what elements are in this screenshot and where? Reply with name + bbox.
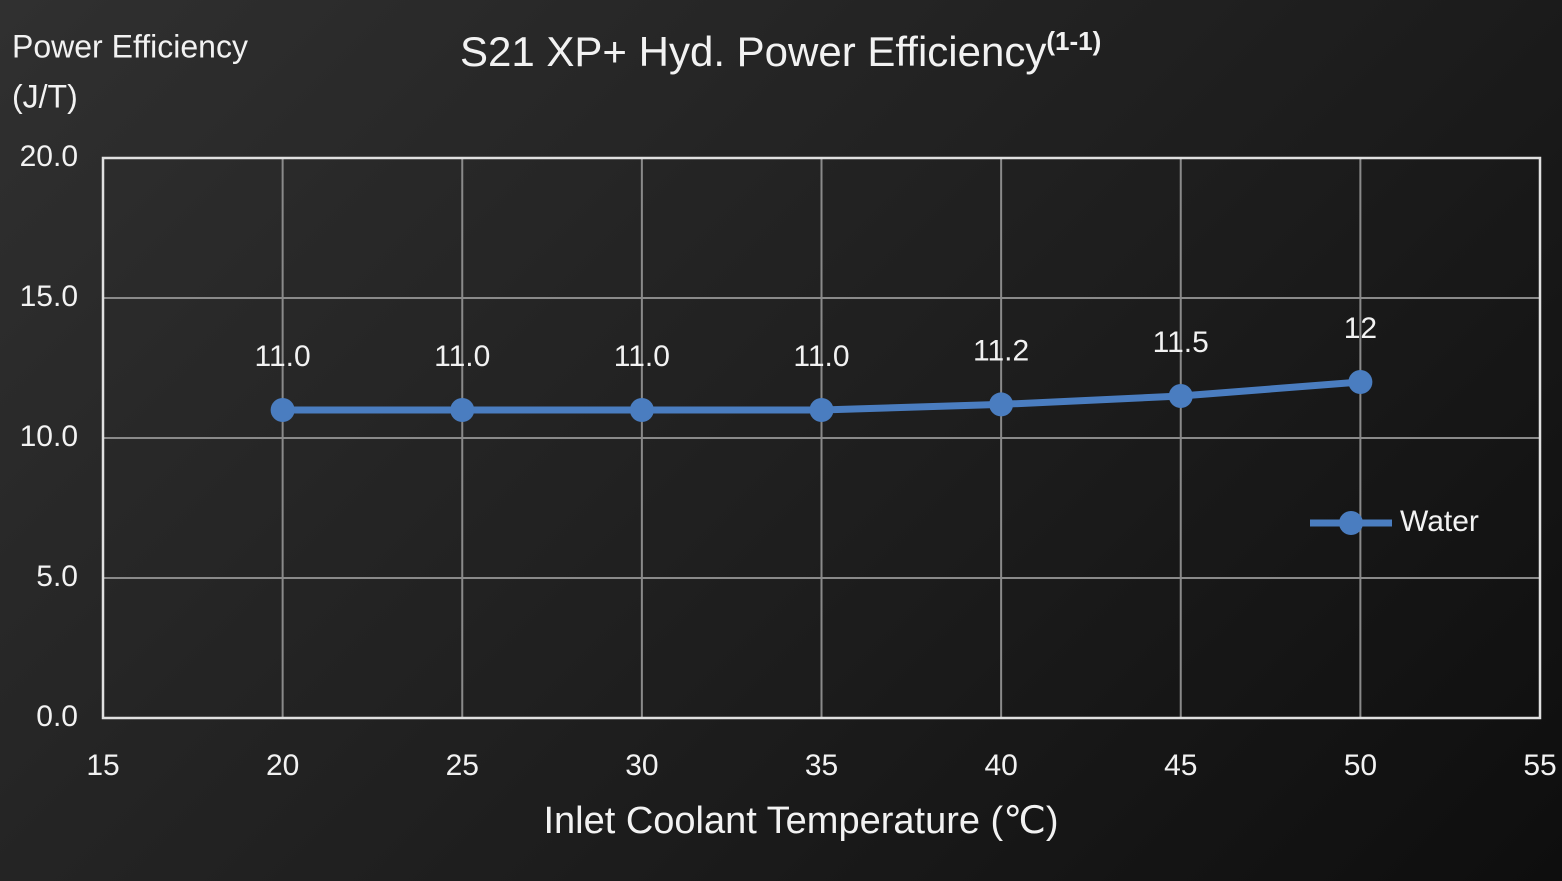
y-tick-label: 20.0 — [20, 140, 78, 173]
data-point — [1168, 384, 1193, 408]
data-label: 11.2 — [973, 334, 1029, 367]
data-point — [629, 398, 654, 422]
legend-label: Water — [1400, 505, 1479, 538]
x-axis-label: Inlet Coolant Temperature (℃) — [543, 800, 1058, 842]
x-tick-label: 45 — [1164, 749, 1197, 782]
data-label: 11.0 — [614, 340, 670, 373]
y-axis-label: (J/T) — [12, 78, 78, 114]
title-superscript: (1-1) — [1046, 26, 1101, 56]
title-main: S21 XP+ Hyd. Power Efficiency — [460, 28, 1046, 75]
data-label: 11.0 — [793, 340, 849, 373]
data-point — [450, 398, 475, 422]
x-tick-label: 55 — [1523, 749, 1556, 782]
y-tick-label: 5.0 — [36, 560, 78, 593]
data-label: 11.0 — [434, 340, 490, 373]
x-tick-label: 15 — [86, 749, 119, 782]
data-label: 12 — [1344, 312, 1377, 345]
data-point — [1348, 370, 1373, 394]
data-label: 11.5 — [1153, 326, 1209, 359]
x-tick-label: 25 — [446, 749, 479, 782]
y-tick-label: 0.0 — [36, 700, 78, 733]
chart-title: S21 XP+ Hyd. Power Efficiency(1-1) — [460, 26, 1101, 75]
x-tick-label: 40 — [984, 749, 1017, 782]
x-tick-label: 50 — [1344, 749, 1377, 782]
x-tick-label: 35 — [805, 749, 838, 782]
plot-frame — [101, 156, 1542, 720]
x-tick-label: 30 — [625, 749, 658, 782]
y-axis-label: Power Efficiency — [12, 28, 248, 64]
x-tick-label: 20 — [266, 749, 299, 782]
data-point — [809, 398, 834, 422]
data-point — [989, 392, 1014, 417]
y-tick-label: 15.0 — [20, 280, 78, 313]
legend-marker — [1339, 511, 1363, 535]
data-label: 11.0 — [255, 340, 311, 373]
data-point — [270, 398, 295, 422]
y-tick-label: 10.0 — [20, 420, 78, 453]
